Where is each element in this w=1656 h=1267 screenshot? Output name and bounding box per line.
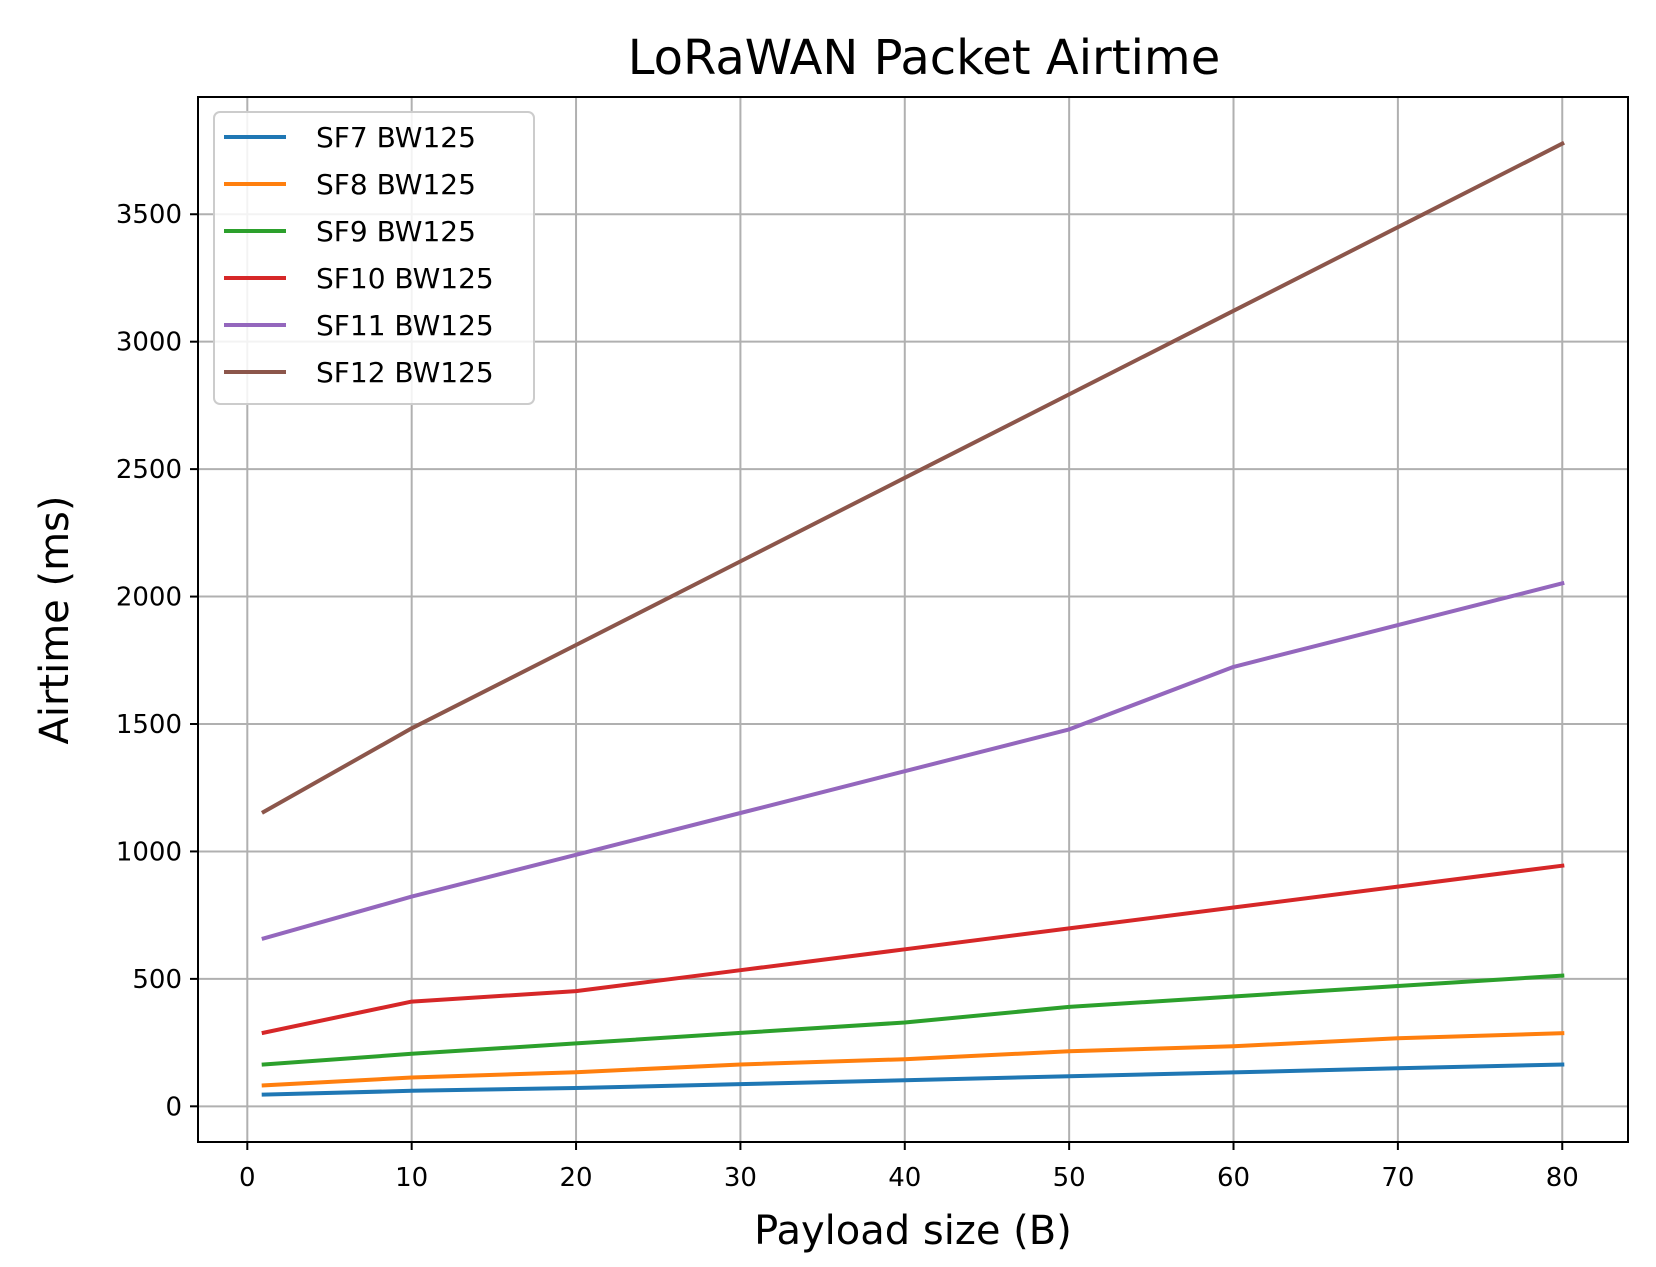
x-tick-label: 50 — [1053, 1163, 1086, 1193]
legend-label: SF9 BW125 — [316, 215, 476, 248]
legend-label: SF11 BW125 — [316, 309, 494, 342]
x-tick-label: 80 — [1546, 1163, 1579, 1193]
grid-lines — [198, 97, 1628, 1142]
legend-label: SF8 BW125 — [316, 168, 476, 201]
y-tick-label: 2500 — [116, 455, 182, 485]
y-tick-label: 3000 — [116, 328, 182, 358]
y-axis-label: Airtime (ms) — [32, 495, 78, 744]
y-tick-label: 500 — [132, 965, 182, 995]
legend-box — [213, 111, 535, 405]
series-lines — [260, 140, 1565, 1097]
x-axis-ticks: 0 10 20 30 40 50 60 70 80 — [239, 1142, 1579, 1193]
legend-label: SF10 BW125 — [316, 262, 494, 295]
y-tick-label: 1500 — [116, 710, 182, 740]
series-line-sf9-bw125 — [261, 973, 1565, 1067]
x-axis-label: Payload size (B) — [754, 1208, 1072, 1254]
x-tick-label: 10 — [395, 1163, 428, 1193]
plot-frame — [197, 96, 1629, 1143]
series-line-sf11-bw125 — [261, 580, 1565, 941]
y-axis-ticks: 0 500 1000 1500 2000 2500 3000 3500 — [116, 200, 198, 1122]
y-tick-label: 2000 — [116, 583, 182, 613]
x-tick-label: 70 — [1381, 1163, 1414, 1193]
series-line-sf12-bw125 — [260, 140, 1565, 815]
y-tick-label: 3500 — [116, 200, 182, 230]
series-line-sf8-bw125 — [261, 1031, 1565, 1088]
y-tick-label: 0 — [165, 1092, 182, 1122]
x-tick-label: 0 — [239, 1163, 256, 1193]
legend-label: SF12 BW125 — [316, 356, 494, 389]
x-tick-label: 40 — [888, 1163, 921, 1193]
series-line-sf7-bw125 — [261, 1062, 1565, 1097]
chart-title: LoRaWAN Packet Airtime — [628, 30, 1220, 86]
legend-label: SF7 BW125 — [316, 121, 476, 154]
x-tick-label: 60 — [1217, 1163, 1250, 1193]
y-tick-label: 1000 — [116, 837, 182, 867]
x-tick-label: 30 — [724, 1163, 757, 1193]
series-line-sf10-bw125 — [261, 863, 1565, 1036]
legend: SF7 BW125 SF8 BW125 SF9 BW125 SF10 BW125 SF1… — [213, 111, 535, 405]
x-tick-label: 20 — [559, 1163, 592, 1193]
